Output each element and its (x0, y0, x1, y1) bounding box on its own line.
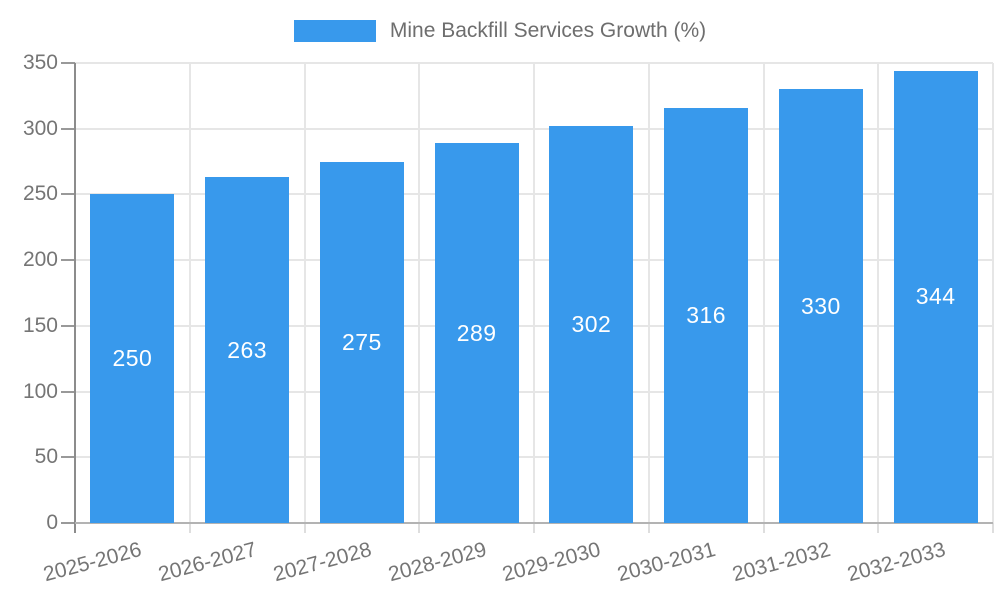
legend[interactable]: Mine Backfill Services Growth (%) (0, 19, 1000, 43)
y-axis-label: 350 (22, 51, 58, 74)
x-tick (877, 523, 880, 533)
y-tick (61, 522, 75, 524)
y-tick (61, 62, 75, 64)
bar[interactable]: 250 (90, 194, 175, 523)
y-axis-label: 150 (22, 313, 58, 337)
y-axis-label: 100 (22, 379, 58, 403)
x-tick (188, 523, 191, 533)
y-axis-label: 250 (22, 182, 58, 206)
x-tick (303, 523, 306, 533)
y-axis-line (74, 63, 76, 533)
bar[interactable]: 263 (205, 177, 290, 523)
y-axis-label: 300 (22, 116, 58, 140)
x-tick (762, 523, 765, 533)
bar-value-label: 250 (112, 345, 153, 372)
bar[interactable]: 275 (319, 161, 404, 523)
x-grid-line (303, 63, 306, 523)
x-tick (418, 523, 421, 533)
x-axis-line (75, 522, 993, 524)
bar-value-label: 263 (227, 336, 268, 363)
x-tick (533, 523, 535, 533)
bar-value-label: 302 (571, 311, 612, 338)
x-grid-line (647, 63, 650, 523)
x-grid-line (762, 63, 765, 523)
bar-value-label: 289 (456, 319, 497, 346)
bar-value-label: 275 (341, 328, 382, 355)
y-tick (61, 456, 75, 459)
y-tick (61, 127, 75, 130)
x-grid-line (418, 63, 421, 523)
y-tick (61, 259, 75, 262)
bar-value-label: 330 (800, 292, 841, 319)
bar[interactable]: 316 (664, 107, 749, 523)
bar[interactable]: 330 (778, 89, 863, 523)
x-grid-line (992, 63, 994, 523)
legend-label: Mine Backfill Services Growth (%) (389, 19, 707, 42)
x-grid-line (877, 63, 880, 523)
x-tick (647, 523, 650, 533)
y-tick (61, 324, 75, 327)
y-tick (61, 193, 75, 196)
y-axis-label: 200 (22, 248, 58, 272)
bar[interactable]: 302 (549, 126, 634, 523)
bar[interactable]: 289 (434, 143, 519, 523)
bar-value-label: 316 (686, 301, 727, 328)
y-axis-label: 50 (34, 445, 58, 469)
x-tick (992, 523, 994, 533)
bar-value-label: 344 (915, 283, 956, 310)
bar[interactable]: 344 (893, 70, 978, 523)
legend-swatch (293, 20, 376, 42)
x-grid-line (188, 63, 191, 523)
x-grid-line (533, 63, 535, 523)
y-axis-label: 0 (46, 511, 58, 534)
y-tick (61, 390, 75, 393)
